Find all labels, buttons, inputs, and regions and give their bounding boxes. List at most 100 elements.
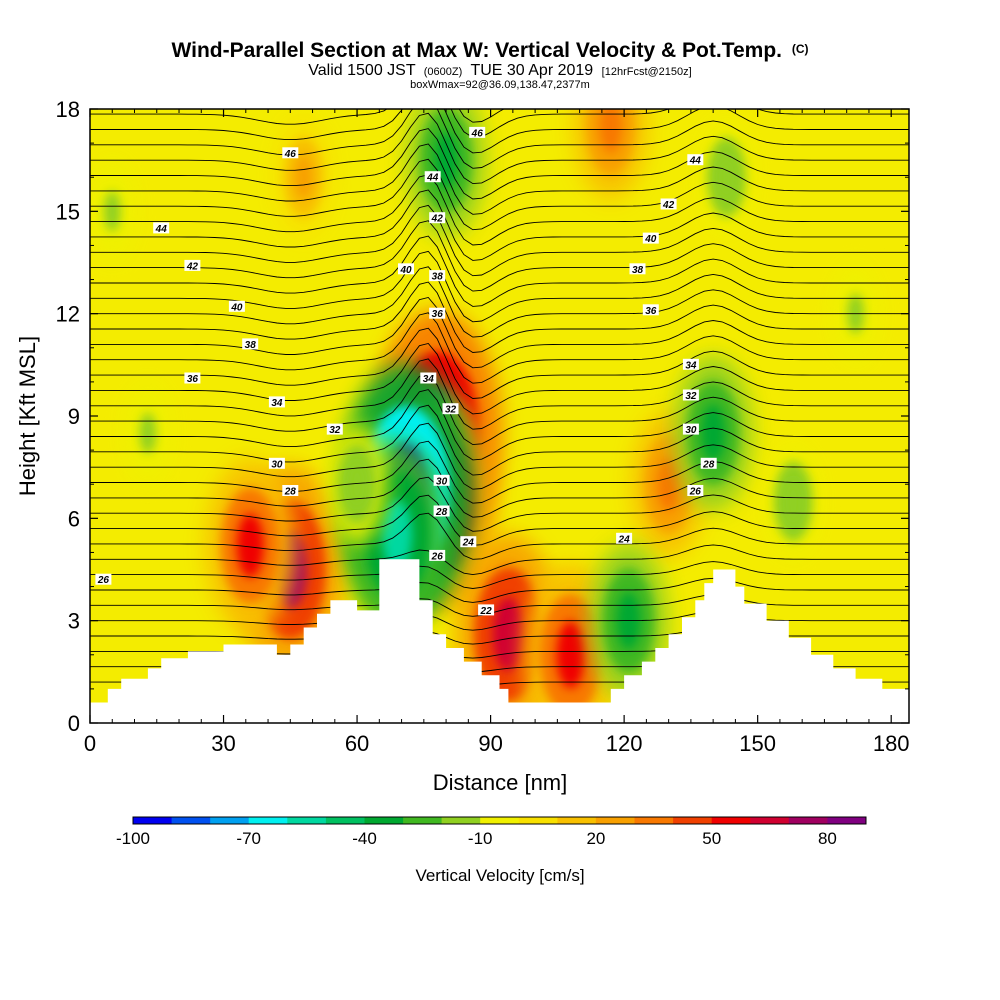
isentrope-label-bg [429,549,446,561]
isentrope-line [90,158,909,231]
isentrope-label-text: 34 [685,360,697,371]
isentrope-label: 42 [660,198,677,211]
isentrope-label-bg [700,457,717,469]
isentrope-label: 24 [460,536,477,549]
isentrope-label-text: 34 [423,374,435,385]
isentrope-label-text: 36 [645,306,657,317]
isentrope-label: 42 [184,259,201,272]
isentrope-label-text: 30 [271,459,283,470]
isentrope-label-bg [424,171,441,183]
isentrope-label: 28 [700,457,717,470]
isentrope-label: 30 [682,423,699,436]
isentrope-label-bg [682,389,699,401]
colorbar-swatch [287,817,327,824]
y-tick-label: 9 [68,404,80,429]
isentrope-labels: 46 46 44 44 44 42 42 42 40 40 40 38 38 38 36 36 36 34 34 34… [95,126,717,617]
isentrope-label-text: 36 [187,374,199,385]
isentrope-label: 32 [682,389,699,402]
isentrope-label-text: 32 [445,405,457,416]
isentrope-label-text: 30 [685,425,697,436]
y-tick-label: 18 [56,97,80,122]
isentrope-line [90,281,909,353]
colorbar-swatch [441,817,481,824]
isentrope-label-text: 36 [432,309,444,320]
isentrope-label: 38 [242,338,259,351]
isentrope-label-text: 38 [245,340,257,351]
isentrope-label: 28 [282,485,299,498]
isentrope-line [90,594,909,617]
chart-title: Wind-Parallel Section at Max W: Vertical… [171,39,808,62]
isentrope-line [90,112,909,185]
isentrope-label-text: 38 [632,265,644,276]
isentrope-line [90,458,909,518]
isentrope-label-bg [469,126,486,138]
velocity-cell-core [701,404,726,462]
isentrope-label-text: 38 [432,272,444,283]
isentrope-label: 36 [184,372,201,385]
isentrope-label: 40 [642,232,659,245]
isentrope-line [90,476,909,532]
isentrope-label-text: 24 [462,538,475,549]
colorbar-tick-label: -100 [116,829,150,848]
isentrope-label-bg [642,304,659,316]
isentrope-label: 26 [95,573,112,586]
isentrope-label: 30 [268,457,285,470]
isentrope-line [90,373,909,446]
plot-area: 46 46 44 44 44 42 42 42 40 40 40 38 38 38 36 36 36 34 34 34… [90,109,909,723]
colorbar-swatch [634,817,674,824]
terrain-mask [90,559,909,723]
isentrope-label-text: 44 [426,173,439,184]
x-tick-label: 120 [606,731,643,756]
velocity-cell-core [556,621,585,689]
y-tick-label: 15 [56,199,80,224]
isentrope-line [90,312,909,384]
isentrope-label-bg [242,338,259,350]
isentrope-label: 40 [398,263,414,276]
isentrope-line [90,189,909,261]
isentrope-label: 44 [424,171,441,184]
isentrope-label-text: 46 [471,128,484,139]
isentrope-label-bg [184,372,201,384]
colorbar-tick-label: -40 [352,829,377,848]
isentrope-line [90,266,909,338]
x-tick-label: 90 [478,731,502,756]
isentrope-line [90,404,909,476]
x-axis-label: Distance [nm] [433,770,568,795]
isentrope-label-bg [282,147,299,159]
isentrope-line [90,327,909,399]
isentrope-label-bg [660,198,677,210]
colorbar-swatch [595,817,635,824]
isentrope-label-bg [429,270,446,282]
isentrope-line [90,422,909,490]
isentrope-label-text: 34 [271,398,283,409]
isentrope-label-bg [153,222,170,234]
isentrope-line [90,109,909,169]
x-tick-label: 30 [211,731,235,756]
colorbar-swatch [788,817,828,824]
colorbar-swatch [403,817,443,824]
x-tick-label: 0 [84,731,96,756]
isentrope-line [90,358,909,430]
isentrope-label-bg [268,396,285,408]
isentrope-label: 26 [429,549,446,562]
isentrope-line [90,235,909,307]
isentrope-label-bg [184,259,201,271]
isentrope-label-bg [687,154,704,166]
isentrope-label-text: 28 [284,487,297,498]
colorbar-swatch [480,817,520,824]
isentrope-label-bg [433,505,450,517]
isentrope-line [90,128,909,200]
isentrope-label-bg [228,300,245,312]
isentrope-label-text: 22 [480,606,493,617]
velocity-cell-core [784,479,803,524]
isentrope-label-bg [268,457,285,469]
isentrope-label: 44 [153,222,170,235]
isentrope-label: 34 [268,396,285,409]
isentrope-line [90,440,909,504]
colorbar-swatch [171,817,211,824]
isentrope-label: 38 [629,263,646,276]
isentrope-label: 46 [469,126,486,139]
colorbar-swatch [750,817,790,824]
x-tick-label: 150 [739,731,776,756]
